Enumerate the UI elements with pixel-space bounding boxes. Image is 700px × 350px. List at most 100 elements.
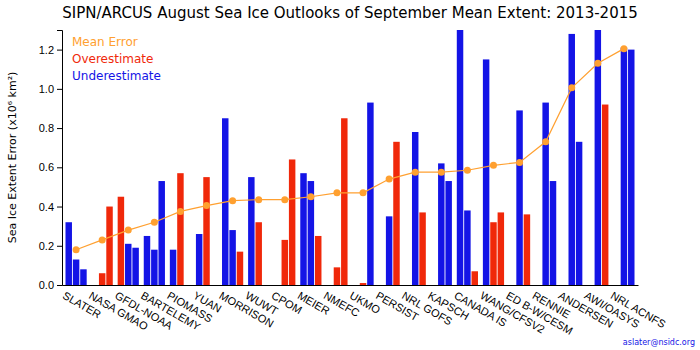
bar [419,212,425,285]
marker [438,169,445,176]
legend-entry: Mean Error [72,35,138,49]
bar [550,181,556,285]
marker [620,45,627,52]
y-tick: 0.6 [39,161,62,173]
bar [490,222,496,285]
marker [360,189,367,196]
y-tick: 1.2 [39,44,62,56]
bar [628,50,634,285]
y-tick: 1.0 [39,83,62,95]
bar [542,103,548,285]
bar [106,207,112,285]
y-tick-label: 1.2 [39,44,54,56]
y-axis-line [57,31,63,286]
marker [594,60,601,67]
y-tick-label: 0.0 [39,279,54,291]
marker [333,189,340,196]
marker [516,159,523,166]
bar [80,269,86,285]
bar [438,163,444,285]
bar [498,212,504,285]
bar [393,142,399,285]
chart-container: 0.0 0.2 0.4 0.6 0.8 1.0 1.2 SLATERNASA GMAOGFDL… [0,0,700,350]
x-tick: YUAN [191,289,224,315]
bar [300,173,306,285]
legend: Mean Error Overestimate Underestimate [72,35,161,83]
y-tick-mark [57,50,62,51]
bar [621,48,627,285]
bar [289,159,295,285]
bar [595,30,601,285]
marker [255,196,262,203]
bar [248,177,254,285]
bar [341,118,347,285]
x-tick-label: NRL ACNFS [609,289,668,330]
bar [151,250,157,285]
y-tick-label: 0.8 [39,122,54,134]
x-tick: NRL ACNFS [609,289,668,330]
bar [576,142,582,285]
bar [569,34,575,285]
bar [196,234,202,285]
y-axis: 0.0 0.2 0.4 0.6 0.8 1.0 1.2 [39,31,63,292]
x-axis-line [63,285,639,286]
y-tick: 0.4 [39,201,62,213]
y-tick: 0.0 [39,279,62,291]
y-tick-label: 0.2 [39,240,54,252]
bar [360,283,366,285]
bar [386,216,392,285]
plot-area [65,30,634,285]
bar [602,105,608,285]
bar [308,181,314,285]
y-tick-mark [57,285,62,286]
bar [255,222,261,285]
x-tick-label: YUAN [191,289,224,315]
bar [118,197,124,285]
bar [73,260,79,286]
y-tick-mark [57,246,62,247]
y-tick-mark [57,167,62,168]
marker [151,219,158,226]
y-tick: 0.8 [39,122,62,134]
bar [132,248,138,285]
bar [125,244,131,285]
y-axis-title: Sea Ice Extent Error (x10⁶ km²) [6,72,19,244]
legend-entry: Overestimate [72,52,153,66]
x-axis: SLATERNASA GMAOGFDL-NOAABARTELEMYPIOMASS… [61,286,668,337]
bar [472,271,478,285]
bar [229,230,235,285]
bar [237,252,243,285]
bar [516,110,522,285]
y-tick-label: 0.4 [39,201,54,213]
bar [65,222,71,285]
marker [412,169,419,176]
y-tick-mark [57,207,62,208]
annotation: aslater@nsidc.org [623,338,695,347]
bar [524,214,530,285]
bar [483,59,489,285]
marker [307,193,314,200]
marker [73,246,80,253]
marker [568,84,575,91]
y-tick-label: 1.0 [39,83,54,95]
y-tick: 0.2 [39,240,62,252]
y-tick-label: 0.6 [39,161,54,173]
marker [386,176,393,183]
legend-entry: Underestimate [72,69,161,83]
bar [158,181,164,285]
bar [457,30,463,285]
marker [203,202,210,209]
bar-series [99,105,608,285]
bar [170,250,176,285]
bar [367,103,373,285]
bar [203,177,209,285]
marker [490,162,497,169]
marker [464,167,471,174]
y-tick-mark [57,89,62,90]
marker [177,208,184,215]
bar [144,236,150,285]
bar [315,236,321,285]
bar [334,267,340,285]
bar [445,181,451,285]
bar [177,173,183,285]
